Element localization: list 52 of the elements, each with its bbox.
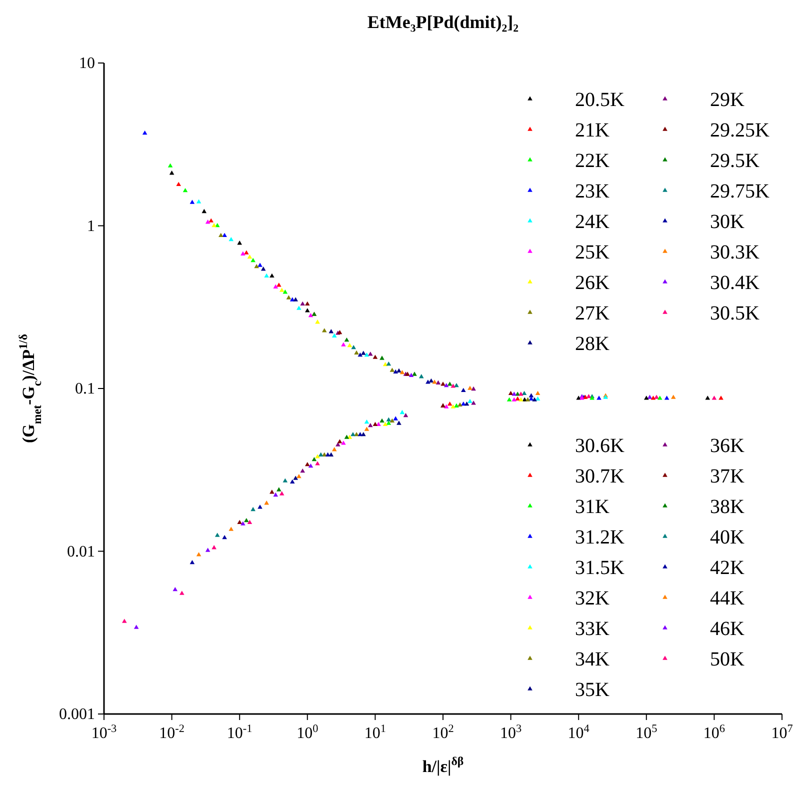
x-tick-label: 10$^{3}$ — [500, 723, 522, 742]
x-tick-label: 10$^{6}$ — [703, 723, 726, 742]
legend-label: 50K — [710, 648, 745, 670]
legend-label: 31.2K — [575, 526, 625, 548]
legend-label: 42K — [710, 557, 745, 579]
legend-label: 25K — [575, 242, 610, 264]
y-tick-label: 10 — [79, 55, 95, 72]
legend-label: 29.75K — [710, 180, 770, 202]
legend-label: 32K — [575, 588, 610, 610]
x-tick-label: 10$^{7}$ — [771, 723, 794, 742]
y-tick-label: 0.1 — [75, 380, 95, 398]
legend-label: 28K — [575, 333, 610, 355]
legend-label: 30.3K — [710, 242, 760, 264]
legend-label: 46K — [710, 618, 745, 640]
x-tick-label: 10$^{-2}$ — [159, 723, 184, 742]
legend-label: 27K — [575, 302, 610, 324]
y-tick-label: 1 — [87, 218, 95, 235]
legend-label: 30.7K — [575, 466, 625, 488]
chart-title: EtMe₃P[Pd(dmit)₂]₂ — [367, 12, 519, 32]
legend-label: 29.5K — [710, 150, 760, 172]
legend-label: 22K — [575, 150, 610, 172]
legend-label: 35K — [575, 679, 610, 701]
x-tick-label: 10$^{5}$ — [636, 723, 658, 742]
x-tick-label: 10$^{1}$ — [364, 723, 386, 742]
legend-label: 21K — [575, 120, 610, 142]
y-tick-label: 0.001 — [59, 706, 95, 723]
x-tick-label: 10$^{-3}$ — [91, 723, 118, 742]
legend-label: 30K — [710, 211, 745, 233]
x-tick-label: 10$^{0}$ — [296, 723, 319, 742]
x-tick-label: 10$^{-1}$ — [226, 723, 252, 742]
legend-label: 37K — [710, 466, 745, 488]
legend-label: 30.5K — [710, 302, 760, 324]
legend-label: 38K — [710, 496, 745, 518]
legend-label: 31K — [575, 496, 610, 518]
legend-label: 29K — [710, 89, 745, 111]
legend-label: 31.5K — [575, 557, 625, 579]
legend-label: 44K — [710, 588, 745, 610]
legend-label: 24K — [575, 211, 610, 233]
x-axis-title: h/|ε|$^{δβ}$ — [422, 754, 464, 776]
legend-label: 20.5K — [575, 89, 625, 111]
legend-label: 34K — [575, 648, 610, 670]
legend-label: 33K — [575, 618, 610, 640]
legend-label: 26K — [575, 272, 610, 294]
y-tick-label: 0.01 — [67, 543, 95, 560]
x-tick-label: 10$^{2}$ — [432, 723, 454, 742]
legend-label: 29.25K — [710, 120, 770, 142]
legend-label: 30.4K — [710, 272, 760, 294]
x-tick-label: 10$^{4}$ — [568, 723, 590, 742]
legend-label: 36K — [710, 435, 745, 457]
legend-label: 23K — [575, 180, 610, 202]
legend-label: 40K — [710, 526, 745, 548]
legend-label: 30.6K — [575, 435, 625, 457]
